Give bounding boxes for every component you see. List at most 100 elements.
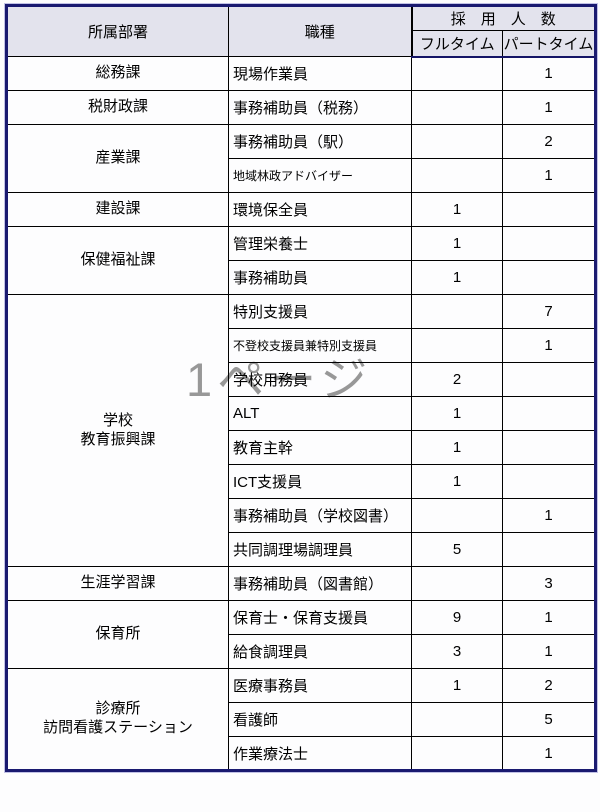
table-row: 産業課 事務補助員（駅） 2 bbox=[6, 124, 597, 193]
part-time-count-cell bbox=[501, 396, 597, 431]
job-title-cell: 学校用務員 bbox=[228, 362, 412, 397]
table-row: 作業療法士 1 bbox=[7, 736, 597, 771]
part-time-count-cell: 2 bbox=[501, 124, 597, 159]
header-job-type: 職種 bbox=[228, 5, 412, 57]
table-row: 診療所 訪問看護ステーション 医療事務員 1 2 bbox=[6, 668, 597, 771]
job-title-cell: 現場作業員 bbox=[228, 56, 412, 91]
table-row: 給食調理員 3 1 bbox=[7, 634, 597, 669]
full-time-count-cell bbox=[411, 328, 503, 363]
part-time-count-cell: 1 bbox=[501, 634, 597, 669]
table-row: 看護師 5 bbox=[7, 702, 597, 737]
table-row: 地域林政アドバイザー 1 bbox=[7, 158, 597, 193]
full-time-count-cell: 1 bbox=[411, 430, 503, 465]
table-row: 共同調理場調理員 5 bbox=[7, 532, 597, 567]
part-time-count-cell: 1 bbox=[501, 90, 597, 125]
full-time-count-cell: 1 bbox=[411, 192, 503, 227]
full-time-count-cell: 1 bbox=[411, 668, 503, 703]
full-time-count-cell: 5 bbox=[411, 532, 503, 567]
job-title-cell: 地域林政アドバイザー bbox=[228, 158, 412, 193]
full-time-count-cell: 1 bbox=[411, 464, 503, 499]
header-part-time: パートタイム bbox=[501, 30, 597, 58]
full-time-count-cell bbox=[411, 566, 503, 601]
part-time-count-cell bbox=[501, 430, 597, 465]
full-time-count-cell bbox=[411, 736, 503, 771]
header-hires-group: 採 用 人 数 bbox=[410, 5, 597, 31]
job-title-cell: 教育主幹 bbox=[228, 430, 412, 465]
part-time-count-cell: 1 bbox=[501, 736, 597, 771]
table-row: 不登校支援員兼特別支援員 1 bbox=[7, 328, 597, 363]
header-full-time: フルタイム bbox=[410, 30, 503, 58]
job-title-cell: 不登校支援員兼特別支援員 bbox=[228, 328, 412, 363]
job-title-cell: 事務補助員（税務） bbox=[228, 90, 412, 125]
part-time-count-cell bbox=[501, 192, 597, 227]
part-time-count-cell: 3 bbox=[501, 566, 597, 601]
header-department: 所属部署 bbox=[6, 5, 229, 57]
department-cell: 保健福祉課 bbox=[6, 226, 229, 295]
table-row: 教育主幹 1 bbox=[7, 430, 597, 465]
full-time-count-cell bbox=[411, 90, 503, 125]
table-header: 所属部署 職種 採 用 人 数 フルタイム パートタイム bbox=[6, 5, 597, 58]
department-cell: 産業課 bbox=[6, 124, 229, 193]
part-time-count-cell bbox=[501, 464, 597, 499]
part-time-count-cell: 5 bbox=[501, 702, 597, 737]
department-cell: 建設課 bbox=[6, 192, 229, 227]
job-title-cell: ICT支援員 bbox=[228, 464, 412, 499]
part-time-count-cell: 1 bbox=[501, 328, 597, 363]
job-title-cell: 事務補助員 bbox=[228, 260, 412, 295]
department-cell: 学校 教育振興課 bbox=[6, 294, 229, 567]
hiring-table: 所属部署 職種 採 用 人 数 フルタイム パートタイム 総務課 現場作業員 1 税財… bbox=[5, 4, 598, 772]
full-time-count-cell bbox=[411, 56, 503, 91]
job-title-cell: 作業療法士 bbox=[228, 736, 412, 771]
part-time-count-cell bbox=[501, 362, 597, 397]
job-title-cell: ALT bbox=[228, 396, 412, 431]
job-title-cell: 管理栄養士 bbox=[228, 226, 412, 261]
full-time-count-cell: 1 bbox=[411, 260, 503, 295]
department-cell: 保育所 bbox=[6, 600, 229, 669]
table-body: 総務課 現場作業員 1 税財政課 事務補助員（税務） 1 産業課 事務補助員（駅） 2 地域林政ア… bbox=[6, 56, 597, 771]
table-row: 学校 教育振興課 特別支援員 7 bbox=[6, 294, 597, 567]
table-row: 保育所 保育士・保育支援員 9 1 bbox=[6, 600, 597, 669]
table-row: 事務補助員 1 bbox=[7, 260, 597, 295]
full-time-count-cell bbox=[411, 498, 503, 533]
table-row: 学校用務員 2 bbox=[7, 362, 597, 397]
part-time-count-cell: 1 bbox=[501, 158, 597, 193]
table-row: 総務課 現場作業員 1 bbox=[6, 56, 597, 91]
full-time-count-cell: 1 bbox=[411, 396, 503, 431]
job-title-cell: 看護師 bbox=[228, 702, 412, 737]
table-row: 生涯学習課 事務補助員（図書館） 3 bbox=[6, 566, 597, 601]
job-title-cell: 特別支援員 bbox=[228, 294, 412, 329]
job-title-cell: 保育士・保育支援員 bbox=[228, 600, 412, 635]
full-time-count-cell bbox=[411, 124, 503, 159]
full-time-count-cell bbox=[411, 294, 503, 329]
part-time-count-cell: 7 bbox=[501, 294, 597, 329]
table-row: 税財政課 事務補助員（税務） 1 bbox=[6, 90, 597, 125]
job-title-cell: 事務補助員（図書館） bbox=[228, 566, 412, 601]
department-cell: 税財政課 bbox=[6, 90, 229, 125]
part-time-count-cell: 1 bbox=[501, 56, 597, 91]
table-row: 保健福祉課 管理栄養士 1 bbox=[6, 226, 597, 295]
full-time-count-cell bbox=[411, 702, 503, 737]
department-cell: 生涯学習課 bbox=[6, 566, 229, 601]
part-time-count-cell bbox=[501, 260, 597, 295]
job-title-cell: 医療事務員 bbox=[228, 668, 412, 703]
table-row: ICT支援員 1 bbox=[7, 464, 597, 499]
full-time-count-cell bbox=[411, 158, 503, 193]
part-time-count-cell: 2 bbox=[501, 668, 597, 703]
part-time-count-cell: 1 bbox=[501, 600, 597, 635]
full-time-count-cell: 1 bbox=[411, 226, 503, 261]
job-title-cell: 共同調理場調理員 bbox=[228, 532, 412, 567]
part-time-count-cell: 1 bbox=[501, 498, 597, 533]
job-title-cell: 給食調理員 bbox=[228, 634, 412, 669]
job-title-cell: 環境保全員 bbox=[228, 192, 412, 227]
department-cell: 診療所 訪問看護ステーション bbox=[6, 668, 229, 771]
full-time-count-cell: 3 bbox=[411, 634, 503, 669]
job-title-cell: 事務補助員（学校図書） bbox=[228, 498, 412, 533]
department-cell: 総務課 bbox=[6, 56, 229, 91]
part-time-count-cell bbox=[501, 226, 597, 261]
full-time-count-cell: 2 bbox=[411, 362, 503, 397]
table-row: 建設課 環境保全員 1 bbox=[6, 192, 597, 227]
full-time-count-cell: 9 bbox=[411, 600, 503, 635]
part-time-count-cell bbox=[501, 532, 597, 567]
job-title-cell: 事務補助員（駅） bbox=[228, 124, 412, 159]
